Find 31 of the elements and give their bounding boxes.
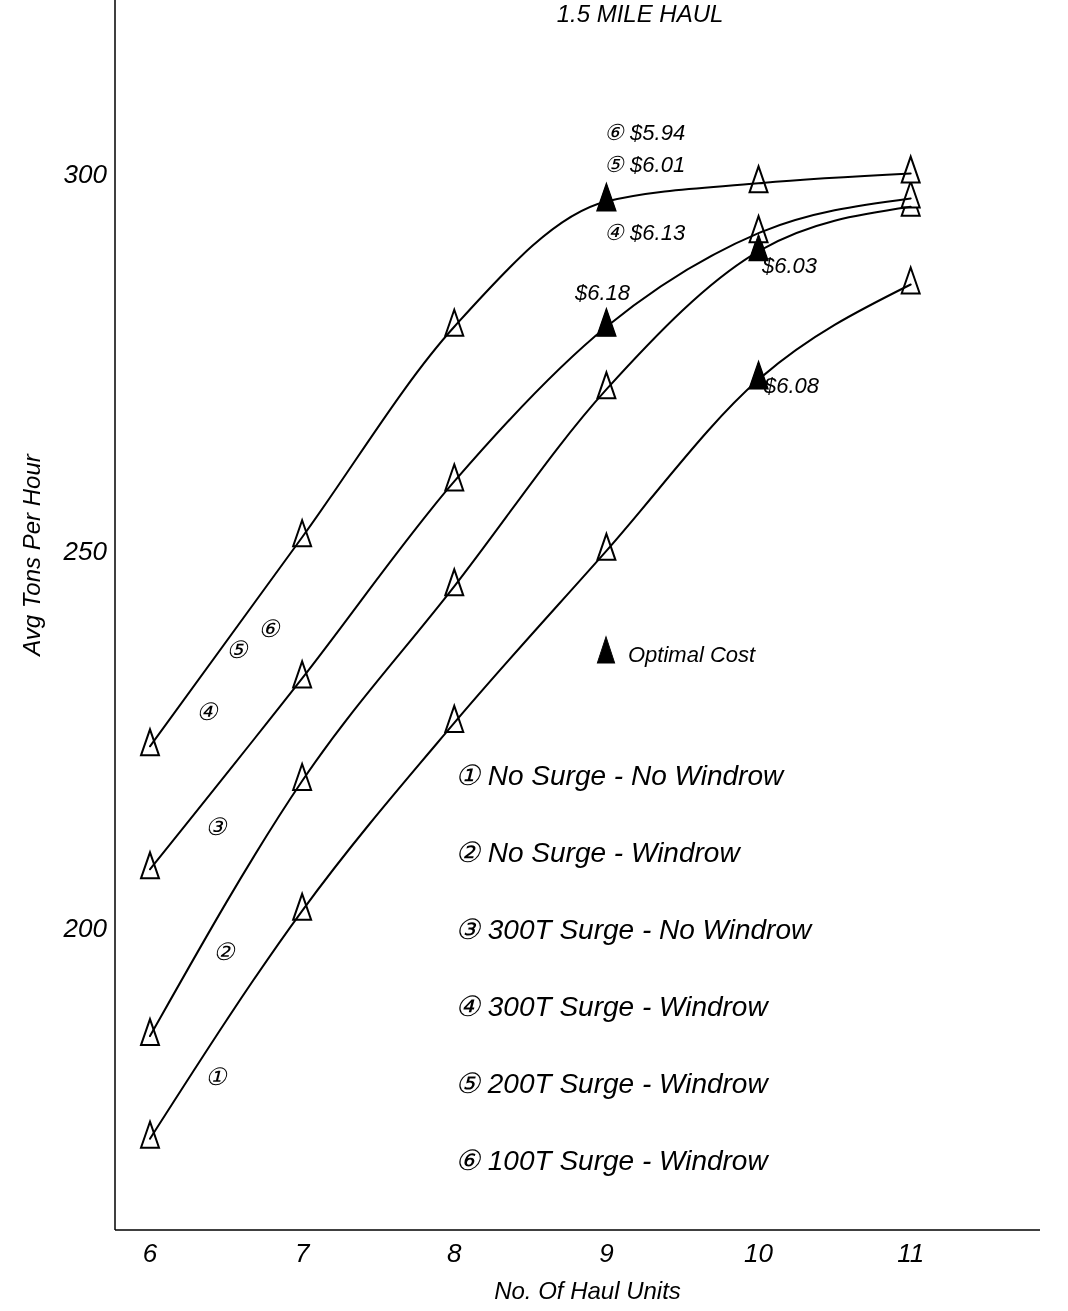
legend-label: Optimal Cost [628,642,757,667]
annotation: $6.03 [761,253,818,278]
annotation: ④ $6.13 [604,220,686,245]
annotation: $6.18 [574,280,631,305]
x-tick-label: 11 [897,1238,925,1268]
y-tick-label: 250 [62,535,108,566]
x-tick-label: 6 [142,1238,158,1268]
annotation: ③ 300T Surge - No Windrow [455,914,813,945]
y-tick-label: 200 [62,913,108,944]
y-axis-title: Avg Tons Per Hour [18,453,45,658]
annotation: $6.08 [763,373,820,398]
annotation: ④ [196,698,219,725]
x-tick-label: 7 [294,1238,311,1268]
annotation: ① [205,1063,228,1090]
x-tick-label: 9 [599,1238,614,1268]
annotation: ② No Surge - Windrow [455,837,742,868]
annotation: ③ [205,813,228,840]
annotation: ② [213,938,236,965]
x-tick-label: 10 [744,1238,774,1268]
annotation: ⑥ [258,615,281,642]
annotation: ① No Surge - No Windrow [455,760,785,791]
annotation: ④ 300T Surge - Windrow [455,991,770,1022]
annotation: ⑤ 200T Surge - Windrow [455,1068,770,1099]
x-tick-label: 8 [447,1238,463,1268]
annotation: ⑤ [226,636,249,663]
annotation: ⑥ 100T Surge - Windrow [455,1145,770,1176]
y-tick-label: 300 [63,158,108,189]
annotation: ⑥ $5.94 [604,120,686,145]
chart-title: 1.5 MILE HAUL [556,0,724,27]
x-axis-title: No. Of Haul Units [494,1277,681,1304]
annotation: ⑤ $6.01 [604,152,686,177]
